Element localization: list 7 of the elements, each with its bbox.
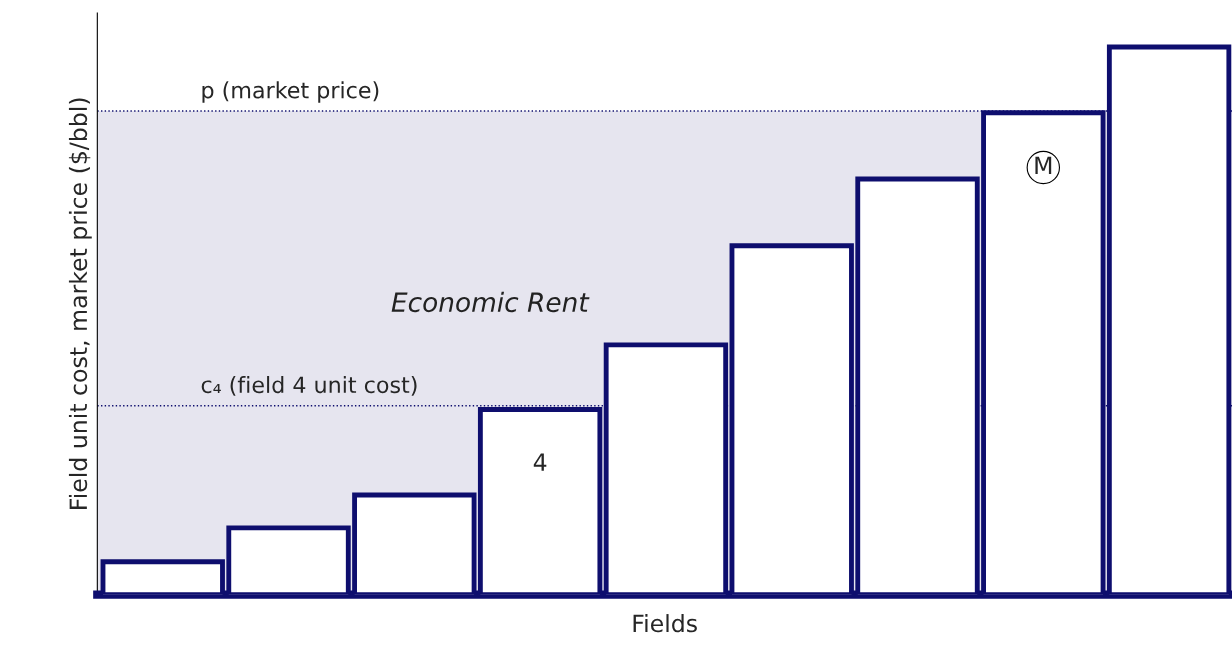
ref-line-label: p (market price) <box>202 81 379 103</box>
ref-line-label: c₄ (field 4 unit cost) <box>201 375 417 396</box>
x-axis-title: Fields <box>633 614 697 633</box>
y-axis-title: Field unit cost, market price ($/bbl) <box>68 98 92 509</box>
annotation: M <box>1035 156 1052 174</box>
band-label: Economic Rent <box>391 291 590 313</box>
annotation: 4 <box>533 453 547 471</box>
